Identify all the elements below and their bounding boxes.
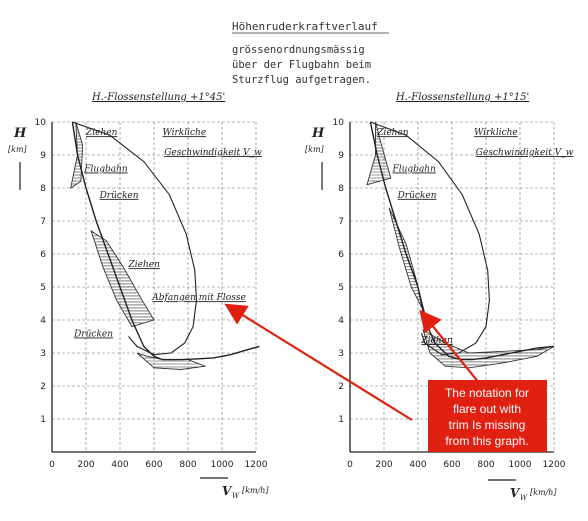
force-hatch-outline [422,328,555,369]
callout-arrow-to-left-chart [224,303,413,421]
y-tick-label: 3 [40,349,46,359]
chart-annotation: Drücken [397,191,437,201]
force-hatch-outline [136,352,207,370]
y-tick-label: 9 [40,151,46,161]
chart-left-xlabel-unit: [km/h] [242,486,269,495]
y-tick-label: 4 [338,316,344,326]
x-tick-label: 800 [477,460,494,470]
chart-annotation: Ziehen [376,128,409,138]
chart-right-xlabel-main: V [510,486,521,500]
chart-right-xlabel-sub: W [520,494,528,502]
chart-right-ylabel-unit: [km] [305,145,325,154]
y-tick-label: 5 [40,283,46,293]
x-tick-label: 0 [49,460,55,470]
callout-line-4: from this graph. [445,434,528,448]
callout-note: The notation for flare out with trim Is … [428,380,547,452]
header-line-1: grössenordnungsmässig [232,44,365,56]
chart-annotation: Wirkliche [163,128,207,138]
series-line-geschwindigkeit [72,121,198,356]
y-tick-label: 6 [338,250,344,260]
callout-arrow-to-right-chart [419,309,481,385]
callout-line-3: trim Is missing [449,418,526,432]
x-tick-label: 200 [375,460,392,470]
callout-box [428,380,547,452]
x-tick-label: 800 [179,460,196,470]
y-tick-label: 7 [338,217,344,227]
header-line-2: über der Flugbahn beim [232,59,371,71]
x-tick-label: 1200 [543,460,566,470]
x-tick-label: 400 [409,460,426,470]
chart-left-title: H.-Flossenstellung +1°45' [91,92,225,103]
y-tick-label: 9 [338,151,344,161]
x-tick-label: 200 [77,460,94,470]
chart-annotation: Wirkliche [474,128,518,138]
x-tick-label: 400 [111,460,128,470]
chart-left-ylabel-main: H [13,126,27,141]
header-title: Höhenruderkraftverlauf [232,20,378,33]
force-hatch-outline [90,229,155,328]
y-tick-label: 10 [35,118,47,128]
callout-line-1: The notation for [445,386,529,400]
y-tick-label: 8 [40,184,46,194]
chart-right-title: H.-Flossenstellung +1°15' [395,92,529,103]
chart-left-ylabel-unit: [km] [8,145,28,154]
y-tick-label: 4 [40,316,46,326]
chart-left-xlabel-main: V [222,484,233,498]
x-tick-label: 0 [347,460,353,470]
chart-annotation: Drücken [73,330,113,340]
chart-annotation: Geschwindigkeit V_w [164,148,262,158]
x-tick-label: 600 [145,460,162,470]
chart-annotation: Drücken [99,191,139,201]
y-tick-label: 8 [338,184,344,194]
series-line-geschwindigkeit [370,121,490,356]
y-tick-label: 5 [338,283,344,293]
y-tick-label: 2 [338,382,344,392]
y-tick-label: 6 [40,250,46,260]
x-tick-label: 1200 [245,460,268,470]
chart-annotation: Abfangen mit Flosse [151,293,246,303]
y-tick-label: 1 [338,415,344,425]
chart-annotation: Flugbahn [83,165,128,175]
y-tick-label: 1 [40,415,46,425]
y-tick-label: 7 [40,217,46,227]
chart-annotation: Flugbahn [392,165,437,175]
y-tick-label: 3 [338,349,344,359]
callout-line-2: flare out with [453,402,521,416]
series-line-flugbahn [71,121,260,361]
chart-annotation: Ziehen [85,128,118,138]
series-line-flugbahn [369,121,555,361]
y-tick-label: 2 [40,382,46,392]
chart-annotation: Ziehen [128,260,161,270]
header-line-3: Sturzflug aufgetragen. [232,74,371,86]
chart-annotation: Ziehen [420,336,453,346]
chart-left-xlabel-sub: W [232,492,240,500]
chart-left: H.-Flossenstellung +1°45' H [km] V W [km… [8,92,269,500]
callout-arrows [224,303,481,421]
page-header: Höhenruderkraftverlauf grössenordnungsmä… [232,20,389,86]
chart-annotation: Geschwindigkeit V_w [476,148,574,158]
chart-right-xlabel-unit: [km/h] [530,488,557,497]
y-tick-label: 10 [333,118,345,128]
chart-right-ylabel-main: H [311,126,325,141]
x-tick-label: 600 [443,460,460,470]
x-tick-label: 1000 [211,460,234,470]
x-tick-label: 1000 [509,460,532,470]
